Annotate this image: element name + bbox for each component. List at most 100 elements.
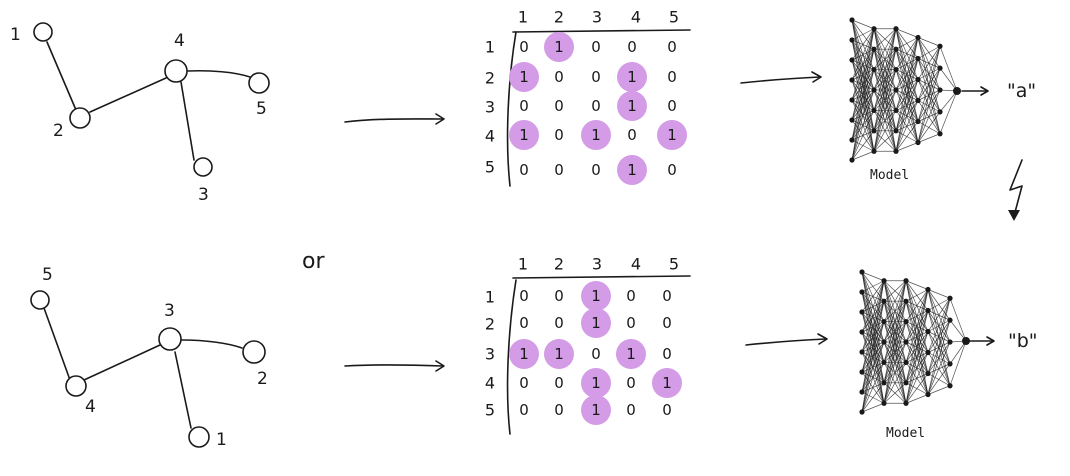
output-label-top: "a" <box>1007 80 1036 102</box>
matrix-cell-highlight <box>581 120 611 150</box>
graph-top-label-4: 4 <box>174 31 185 51</box>
model-network-top <box>849 17 961 163</box>
graph-top-node-2 <box>69 107 91 129</box>
matrix-bottom: 1 2 3 4 5 1 2 3 4 5 0 0 1 0 0 0 0 1 0 0 1 1 0 1 0 0 0 1 0 1… <box>485 255 691 435</box>
graph-top-label-3: 3 <box>198 185 209 205</box>
matrix-cell: 1 <box>554 38 564 56</box>
matrix-bottom-col-header: 5 <box>669 255 679 274</box>
graph-bottom-edge-3-2 <box>181 339 243 349</box>
matrix-top-row-header: 4 <box>485 127 495 146</box>
matrix-cell: 0 <box>519 161 529 179</box>
matrix-cell: 0 <box>667 38 677 56</box>
matrix-cell: 0 <box>519 314 529 332</box>
matrix-bottom-row-header: 1 <box>485 288 495 307</box>
lightning-arrow-icon <box>1008 159 1023 221</box>
matrix-cell: 0 <box>554 314 564 332</box>
matrix-top-left-bracket <box>506 31 517 187</box>
matrix-cell: 0 <box>662 345 672 363</box>
matrix-cell: 1 <box>627 161 637 179</box>
matrix-cell: 0 <box>626 287 636 305</box>
matrix-cell: 1 <box>627 68 637 86</box>
matrix-cell-highlight <box>652 368 682 398</box>
matrix-cell: 0 <box>627 126 637 144</box>
matrix-cell: 0 <box>519 38 529 56</box>
matrix-bottom-top-bar <box>512 275 691 279</box>
matrix-cell: 0 <box>554 68 564 86</box>
matrix-bottom-row-header: 4 <box>485 374 495 393</box>
matrix-cell: 0 <box>591 38 601 56</box>
matrix-bottom-col-header: 2 <box>554 255 564 274</box>
matrix-cell: 0 <box>662 287 672 305</box>
matrix-cell: 1 <box>519 345 529 363</box>
matrix-top: 1 2 3 4 5 1 2 3 4 5 0 1 0 0 0 1 0 0 1 0 0 0 0 1 0 1 0 1 0 1… <box>485 8 691 187</box>
matrix-cell: 0 <box>626 374 636 392</box>
matrix-cell-highlight <box>616 339 646 369</box>
graph-bottom-edge-4-3 <box>83 344 161 381</box>
matrix-top-col-header: 4 <box>631 8 641 27</box>
matrix-top-col-header: 2 <box>554 8 564 27</box>
model-network-bottom <box>859 269 970 415</box>
matrix-top-col-header: 3 <box>592 8 602 27</box>
matrix-cell: 0 <box>554 401 564 419</box>
graph-bottom-node-4 <box>65 375 87 397</box>
matrix-cell: 1 <box>591 126 601 144</box>
graph-bottom-edge-3-1 <box>174 351 192 429</box>
matrix-cell-highlight <box>509 62 539 92</box>
graph-bottom-label-3: 3 <box>164 301 175 321</box>
graph-top-node-5 <box>248 72 270 94</box>
matrix-cell: 0 <box>591 161 601 179</box>
matrix-cell-highlight <box>544 32 574 62</box>
graph-top-edge-4-5 <box>187 69 251 78</box>
matrix-bottom-col-header: 4 <box>631 255 641 274</box>
matrix-cell-highlight <box>509 339 539 369</box>
graph-top-label-5: 5 <box>256 99 267 119</box>
matrix-top-row-header: 5 <box>485 158 495 177</box>
graph-top-node-3 <box>193 157 213 177</box>
matrix-cell: 1 <box>591 314 601 332</box>
graph-top-node-4 <box>164 59 188 83</box>
matrix-cell: 0 <box>662 401 672 419</box>
matrix-cell: 0 <box>591 97 601 115</box>
arrow-graph-to-matrix-top <box>344 113 445 125</box>
matrix-cell-highlight <box>657 120 687 150</box>
matrix-cell: 1 <box>662 374 672 392</box>
matrix-bottom-col-header: 1 <box>518 255 528 274</box>
matrix-cell: 0 <box>519 287 529 305</box>
matrix-cell-highlight <box>581 368 611 398</box>
graph-bottom: 5 4 3 2 1 <box>30 265 268 450</box>
graph-bottom-node-3 <box>158 327 182 351</box>
matrix-cell: 0 <box>554 97 564 115</box>
matrix-bottom-row-header: 5 <box>485 401 495 420</box>
graph-bottom-node-5 <box>30 290 50 310</box>
matrix-bottom-col-header: 3 <box>592 255 602 274</box>
graph-top-label-2: 2 <box>53 121 64 141</box>
matrix-top-col-header: 5 <box>669 8 679 27</box>
matrix-cell-highlight <box>544 339 574 369</box>
matrix-cell: 1 <box>591 401 601 419</box>
matrix-cell: 0 <box>554 287 564 305</box>
arrow-model-to-output-top <box>961 86 989 96</box>
graph-bottom-node-2 <box>242 340 266 364</box>
matrix-cell: 1 <box>591 374 601 392</box>
matrix-cell: 1 <box>519 126 529 144</box>
matrix-top-row-header: 3 <box>485 98 495 117</box>
matrix-cell-highlight <box>581 395 611 425</box>
matrix-top-top-bar <box>512 29 691 33</box>
matrix-cell: 0 <box>554 161 564 179</box>
matrix-cell: 0 <box>667 97 677 115</box>
matrix-cell-highlight <box>509 120 539 150</box>
matrix-cell: 1 <box>519 68 529 86</box>
output-label-bottom: "b" <box>1008 330 1038 352</box>
graph-top-edge-4-3 <box>180 81 195 161</box>
graph-bottom-label-4: 4 <box>85 397 96 417</box>
matrix-cell: 1 <box>591 287 601 305</box>
matrix-cell-highlight <box>617 62 647 92</box>
arrow-matrix-to-model-bottom <box>745 333 828 346</box>
matrix-cell: 1 <box>554 345 564 363</box>
arrow-matrix-to-model-top <box>740 71 822 84</box>
matrix-cell: 0 <box>519 401 529 419</box>
matrix-cell: 0 <box>662 314 672 332</box>
graph-top-edge-2-4 <box>89 77 167 113</box>
graph-top-label-1: 1 <box>10 25 21 45</box>
